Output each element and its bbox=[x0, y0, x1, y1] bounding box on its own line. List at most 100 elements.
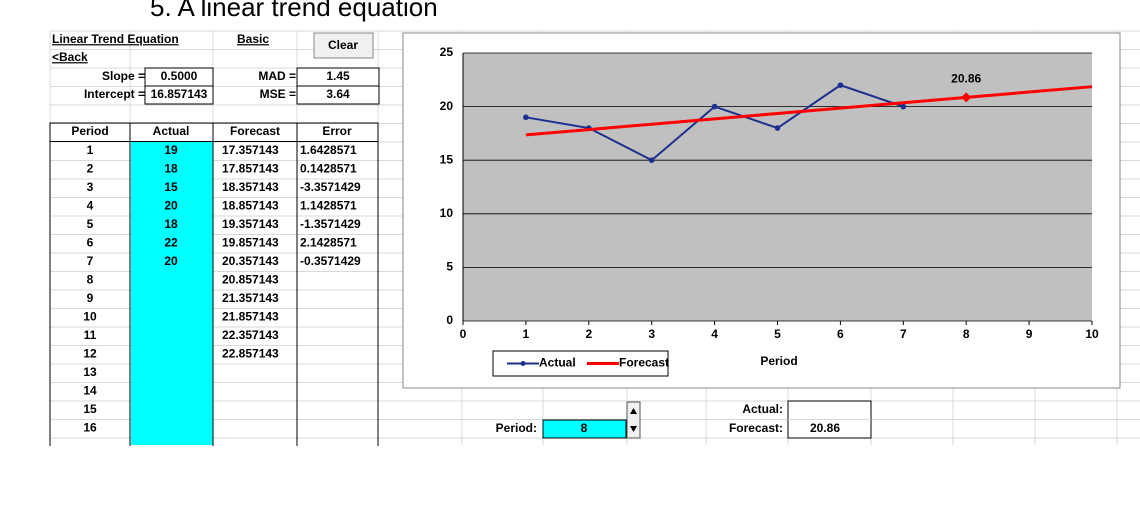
y-tick-label: 5 bbox=[446, 260, 453, 274]
table-cell: 20.857143 bbox=[222, 273, 279, 287]
legend-label: Forecast bbox=[619, 356, 669, 370]
result-label: Actual: bbox=[742, 402, 783, 416]
series-point bbox=[900, 103, 907, 110]
table-cell: 19.357143 bbox=[222, 217, 279, 231]
x-tick-label: 10 bbox=[1085, 327, 1099, 341]
x-tick-label: 0 bbox=[460, 327, 467, 341]
param-value: 0.5000 bbox=[161, 69, 198, 83]
legend-label: Actual bbox=[539, 356, 576, 370]
table-cell: 5 bbox=[87, 217, 94, 231]
column-header: Actual bbox=[153, 124, 190, 138]
y-tick-label: 25 bbox=[440, 45, 454, 59]
table-cell: 10 bbox=[83, 310, 97, 324]
table-cell: -1.3571429 bbox=[300, 217, 361, 231]
table-cell: 6 bbox=[87, 236, 94, 250]
table-cell: 15 bbox=[83, 402, 97, 416]
table-cell: 1.1428571 bbox=[300, 199, 357, 213]
y-tick-label: 20 bbox=[440, 99, 454, 113]
table-cell: 13 bbox=[83, 365, 97, 379]
table-cell: 18 bbox=[164, 162, 178, 176]
y-tick-label: 0 bbox=[446, 313, 453, 327]
result-value: 20.86 bbox=[810, 421, 840, 435]
table-cell: 18.857143 bbox=[222, 199, 279, 213]
title-link[interactable]: Linear Trend Equation bbox=[52, 32, 179, 46]
table-cell: 18 bbox=[164, 217, 178, 231]
table-cell: 22.857143 bbox=[222, 347, 279, 361]
clear-button[interactable] bbox=[313, 32, 374, 59]
table-cell: 14 bbox=[83, 384, 97, 398]
series-point bbox=[837, 82, 844, 88]
x-tick-label: 1 bbox=[523, 327, 530, 341]
y-tick-label: 10 bbox=[440, 206, 454, 220]
selector-cell[interactable] bbox=[542, 419, 627, 439]
column-header: Forecast bbox=[230, 124, 280, 138]
highlight-point bbox=[961, 92, 972, 103]
param-label: Intercept = bbox=[84, 87, 145, 101]
series-point bbox=[648, 157, 655, 163]
x-tick-label: 9 bbox=[1026, 327, 1033, 341]
table-cell: 12 bbox=[83, 347, 97, 361]
table-cell: 19 bbox=[164, 143, 178, 157]
column-header: Period bbox=[71, 124, 108, 138]
param-value: 16.857143 bbox=[151, 87, 208, 101]
table-cell: 7 bbox=[87, 254, 94, 268]
table-cell: 20.357143 bbox=[222, 254, 279, 268]
x-tick-label: 5 bbox=[774, 327, 781, 341]
table-cell: 11 bbox=[84, 328, 97, 342]
heading: 5. A linear trend equation bbox=[150, 0, 438, 22]
table-cell: 4 bbox=[87, 199, 94, 213]
basic-link[interactable]: Basic bbox=[237, 32, 269, 46]
table-cell: -0.3571429 bbox=[300, 254, 361, 268]
x-tick-label: 6 bbox=[837, 327, 844, 341]
param-value: 3.64 bbox=[326, 87, 350, 101]
table-cell: 1.6428571 bbox=[300, 143, 357, 157]
table-cell: 17.357143 bbox=[222, 143, 279, 157]
result-label: Forecast: bbox=[729, 421, 783, 435]
legend-marker bbox=[520, 361, 526, 366]
table-cell: 20 bbox=[164, 199, 178, 213]
column-header: Error bbox=[322, 124, 352, 138]
actual-column bbox=[131, 142, 213, 445]
table-cell: 2 bbox=[87, 162, 94, 176]
x-tick-label: 7 bbox=[900, 327, 907, 341]
plot-area bbox=[463, 53, 1092, 321]
highlight-label: 20.86 bbox=[951, 72, 981, 86]
series-line bbox=[525, 85, 1093, 137]
x-axis-label: Period bbox=[760, 354, 797, 368]
x-tick-label: 4 bbox=[711, 327, 718, 341]
param-label: MAD = bbox=[258, 69, 296, 83]
table-cell: 8 bbox=[87, 273, 94, 287]
back-link[interactable]: <Back bbox=[52, 50, 88, 64]
spin-button[interactable] bbox=[626, 401, 641, 439]
selector-label: Period: bbox=[496, 421, 537, 435]
table-cell: 22 bbox=[164, 236, 178, 250]
series-point bbox=[711, 103, 718, 110]
table-cell: 21.357143 bbox=[222, 291, 279, 305]
param-label: MSE = bbox=[260, 87, 296, 101]
clear-label[interactable]: Clear bbox=[328, 38, 358, 52]
spin-up[interactable] bbox=[630, 408, 637, 414]
table-cell: 0.1428571 bbox=[300, 162, 357, 176]
table-cell: 16 bbox=[83, 421, 97, 435]
param-value: 1.45 bbox=[326, 69, 350, 83]
param-label: Slope = bbox=[102, 69, 145, 83]
param-box bbox=[296, 85, 380, 105]
param-box bbox=[144, 85, 214, 105]
table-cell: -3.3571429 bbox=[300, 180, 361, 194]
series-point bbox=[523, 114, 529, 121]
y-tick-label: 15 bbox=[440, 152, 454, 166]
table-cut bbox=[45, 446, 385, 458]
x-tick-label: 8 bbox=[963, 327, 970, 341]
table-cell: 3 bbox=[87, 180, 94, 194]
table-cell: 1 bbox=[87, 143, 94, 157]
table-cell: 20 bbox=[164, 254, 178, 268]
table-cell: 15 bbox=[164, 180, 178, 194]
series-point bbox=[774, 125, 781, 131]
table-cell: 22.357143 bbox=[222, 328, 279, 342]
table-cell: 9 bbox=[87, 291, 94, 305]
table-cell: 19.857143 bbox=[222, 236, 279, 250]
x-tick-label: 2 bbox=[585, 327, 592, 341]
spin-down[interactable] bbox=[630, 426, 637, 432]
table-cell: 17.857143 bbox=[222, 162, 279, 176]
